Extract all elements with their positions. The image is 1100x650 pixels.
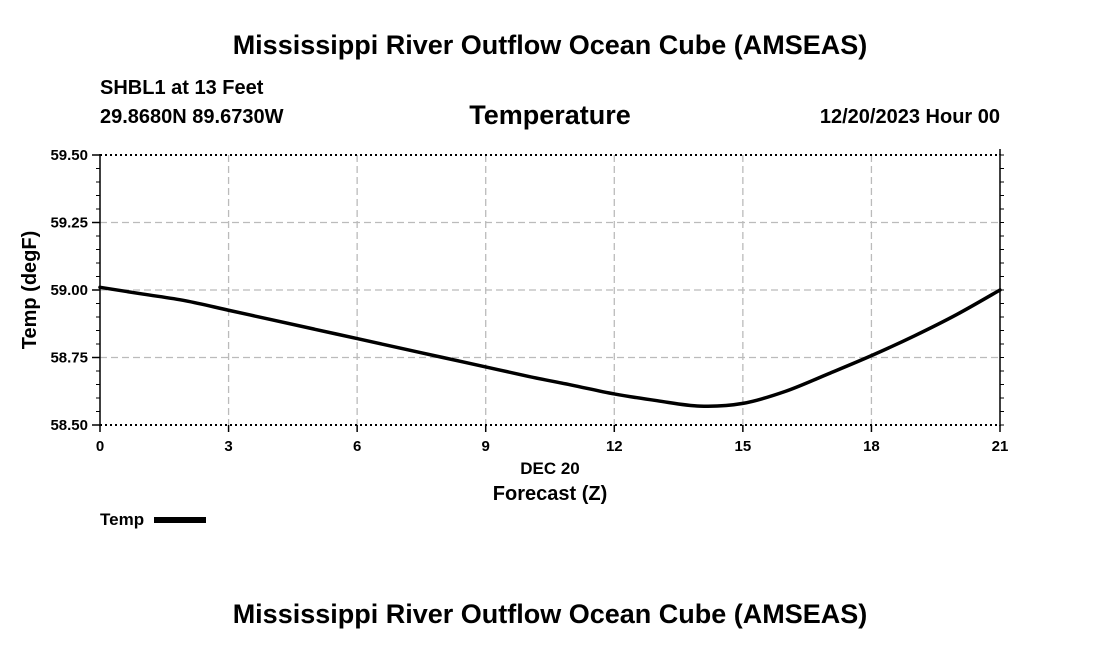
x-axis-date-label: DEC 20 [520,459,580,478]
y-tick-label: 58.50 [50,417,88,434]
axes-layer [92,149,1004,432]
legend-line-swatch [154,517,207,523]
x-tick-label: 6 [353,438,361,455]
x-tick-label: 15 [735,438,752,455]
y-tick-label: 59.25 [50,215,88,232]
x-axis-title: Forecast (Z) [493,483,607,505]
x-tick-label: 0 [96,438,104,455]
grid-layer [100,155,1000,425]
y-axis-title: Temp (degF) [19,231,41,350]
x-tick-label: 3 [224,438,232,455]
y-tick-label: 59.00 [50,282,88,299]
chart-title: Mississippi River Outflow Ocean Cube (AM… [232,30,868,60]
legend: Temp [100,510,207,530]
y-tick-label: 59.50 [50,147,88,164]
station-label: SHBL1 at 13 Feet [100,77,264,99]
station-coordinates: 29.8680N 89.6730W [100,106,284,128]
x-tick-label: 9 [482,438,490,455]
labels-layer: Temp (degF) DEC 20 Forecast (Z) 0 3 6 9 12 15… [19,147,1008,505]
footer-title: Mississippi River Outflow Ocean Cube (AM… [232,599,868,629]
variable-title: Temperature [469,100,631,130]
x-tick-label: 18 [863,438,880,455]
y-tick-label: 58.75 [50,350,88,367]
x-tick-label: 12 [606,438,623,455]
x-tick-label: 21 [992,438,1009,455]
series-layer [98,285,1002,408]
series-line-temp [98,285,1002,408]
forecast-datetime: 12/20/2023 Hour 00 [819,106,1000,128]
legend-label: Temp [100,510,145,529]
